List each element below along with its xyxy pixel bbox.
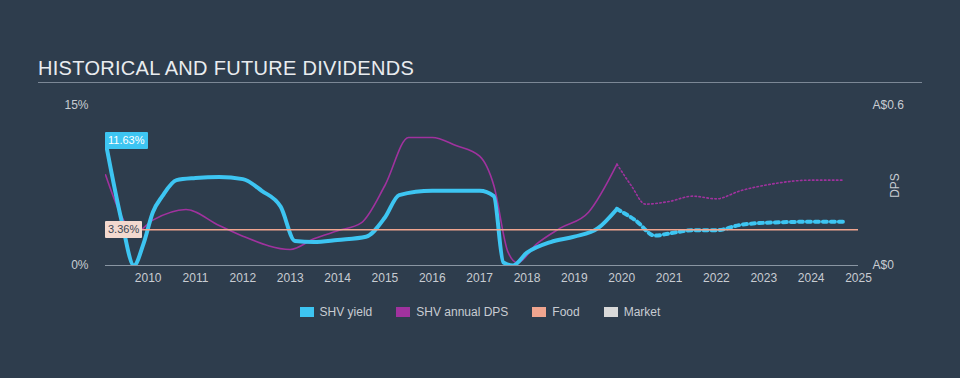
svg-text:2016: 2016 <box>419 271 446 285</box>
svg-text:2018: 2018 <box>514 271 541 285</box>
html-text:SHV yield: SHV yield <box>319 305 373 319</box>
html-text:Market: Market <box>623 305 661 319</box>
html-text:11.63%: 11.63% <box>108 134 145 147</box>
svg-text:2019: 2019 <box>561 271 588 285</box>
html-text:Food: Food <box>552 305 580 319</box>
html-text:SHV annual DPS: SHV annual DPS <box>416 305 509 319</box>
svg-text:DPS: DPS <box>888 173 902 198</box>
svg-text:A$0.6: A$0.6 <box>873 98 905 112</box>
html-text:HISTORICAL AND FUTURE DIVIDEND: HISTORICAL AND FUTURE DIVIDENDS <box>38 57 414 79</box>
svg-text:2010: 2010 <box>135 271 162 285</box>
svg-text:2015: 2015 <box>372 271 399 285</box>
svg-text:2014: 2014 <box>324 271 351 285</box>
svg-text:2017: 2017 <box>466 271 493 285</box>
svg-text:15%: 15% <box>64 98 88 112</box>
svg-text:2023: 2023 <box>750 271 777 285</box>
svg-text:A$0: A$0 <box>873 258 895 272</box>
svg-text:2021: 2021 <box>656 271 683 285</box>
svg-text:2012: 2012 <box>229 271 256 285</box>
svg-text:2020: 2020 <box>608 271 635 285</box>
svg-text:2024: 2024 <box>798 271 825 285</box>
svg-text:2011: 2011 <box>183 271 209 285</box>
svg-text:0%: 0% <box>71 258 89 272</box>
svg-text:2022: 2022 <box>703 271 730 285</box>
svg-text:2025: 2025 <box>845 271 872 285</box>
svg-text:2013: 2013 <box>277 271 304 285</box>
html-text:3.36%: 3.36% <box>108 222 140 235</box>
